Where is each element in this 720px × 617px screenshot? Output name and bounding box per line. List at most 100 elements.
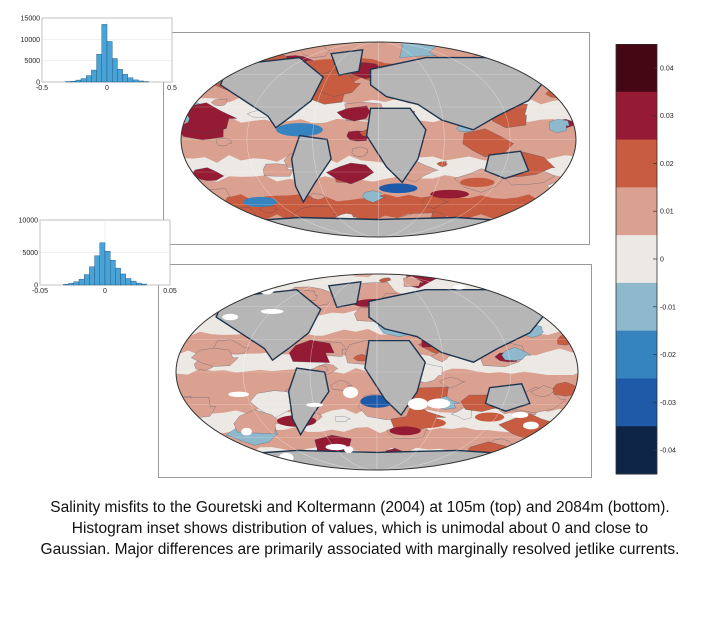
misfit-contour bbox=[540, 64, 572, 83]
strong-misfit bbox=[430, 189, 469, 199]
land-mass bbox=[327, 280, 362, 309]
strong-misfit bbox=[379, 183, 418, 194]
histogram-bar bbox=[89, 266, 95, 286]
misfit-contour bbox=[501, 346, 532, 361]
land-mass bbox=[287, 367, 330, 437]
no-data-region bbox=[342, 386, 359, 399]
histogram-ytick-label: 10000 bbox=[19, 218, 39, 225]
figure-caption: Salinity misfits to the Gouretski and Ko… bbox=[40, 499, 680, 558]
histogram-xtick-label: 0.05 bbox=[163, 288, 177, 295]
land-mass bbox=[290, 134, 332, 204]
misfit-contour bbox=[213, 218, 240, 231]
misfit-contour bbox=[403, 275, 425, 287]
misfit-contour bbox=[555, 225, 572, 236]
histogram-bar bbox=[101, 24, 108, 83]
histogram-bar bbox=[78, 278, 85, 286]
misfit-contour bbox=[258, 205, 279, 214]
colorbar-tick-label: 0 bbox=[660, 257, 664, 264]
no-data-region bbox=[407, 398, 428, 410]
misfit-contour bbox=[518, 215, 532, 222]
histogram-bar bbox=[120, 273, 126, 286]
land-mass bbox=[484, 150, 530, 180]
no-data-region bbox=[260, 308, 284, 314]
histogram-bar bbox=[137, 80, 144, 83]
misfit-contour bbox=[325, 162, 375, 185]
histogram-bar bbox=[132, 79, 139, 83]
colorbar-segment bbox=[616, 44, 657, 93]
no-data-region bbox=[426, 398, 451, 409]
colorbar-tick-label: -0.02 bbox=[660, 352, 676, 359]
histogram-xtick-label: 0.5 bbox=[167, 85, 177, 92]
misfit-contour bbox=[439, 377, 465, 389]
histogram-bar bbox=[99, 242, 106, 286]
histogram-bar bbox=[117, 69, 123, 83]
histogram-ytick-label: 15000 bbox=[21, 16, 41, 23]
histogram-bar bbox=[122, 74, 128, 83]
histogram-bar bbox=[109, 260, 116, 286]
misfit-contour bbox=[288, 339, 335, 363]
histogram-bar bbox=[135, 282, 142, 286]
histogram-ytick-label: 5000 bbox=[24, 58, 40, 65]
no-data-region bbox=[514, 277, 531, 288]
histogram-bar bbox=[80, 78, 87, 83]
histogram-xtick-label: 0 bbox=[103, 288, 107, 295]
misfit-contour bbox=[336, 105, 371, 122]
land-mass bbox=[215, 288, 322, 362]
map-field bbox=[176, 274, 578, 470]
no-data-region bbox=[228, 391, 250, 398]
histogram-bar bbox=[91, 69, 97, 83]
misfit-contour bbox=[362, 190, 386, 203]
misfit-contour bbox=[497, 42, 547, 57]
map-field bbox=[181, 42, 576, 237]
strong-misfit bbox=[459, 177, 495, 188]
map-outline bbox=[180, 41, 577, 238]
histogram-bar bbox=[106, 41, 113, 83]
misfit-contour bbox=[176, 397, 217, 419]
histogram-bar bbox=[104, 251, 111, 286]
histogram-bar bbox=[94, 255, 100, 286]
colorbar-segment bbox=[616, 235, 657, 284]
histogram-ytick-label: 0 bbox=[36, 80, 40, 87]
map-outline bbox=[175, 273, 579, 471]
strong-misfit bbox=[404, 417, 446, 429]
histogram-bar bbox=[70, 80, 76, 83]
colorbar-tick-label: 0.03 bbox=[660, 113, 674, 120]
misfit-contour bbox=[549, 118, 570, 134]
top-salinity-map bbox=[180, 41, 577, 238]
histogram-bar bbox=[141, 283, 147, 286]
misfit-contour bbox=[531, 461, 555, 470]
misfit-contour bbox=[204, 447, 238, 465]
colorbar-tick-label: -0.03 bbox=[660, 400, 676, 407]
land-mass bbox=[219, 56, 325, 129]
colorbar-segment bbox=[616, 426, 657, 475]
colorbar-tick-label: 0.02 bbox=[660, 161, 674, 168]
histogram-bar bbox=[68, 283, 74, 286]
land-mass bbox=[365, 107, 427, 184]
strong-misfit bbox=[474, 412, 505, 422]
misfit-contour bbox=[215, 138, 233, 147]
histogram-bar bbox=[73, 281, 80, 286]
histogram-bar bbox=[63, 284, 69, 286]
histogram-ytick-label: 0 bbox=[34, 283, 38, 290]
histogram-bar bbox=[75, 79, 82, 83]
histogram-bar bbox=[96, 54, 102, 83]
colorbar-tick-label: -0.01 bbox=[660, 304, 676, 311]
misfit-contour bbox=[309, 193, 327, 201]
misfit-band bbox=[181, 194, 576, 221]
misfit-contour bbox=[185, 188, 231, 209]
misfit-contour bbox=[210, 98, 228, 107]
strong-misfit bbox=[243, 196, 277, 207]
histogram-bar bbox=[130, 280, 137, 286]
misfit-contour bbox=[334, 415, 351, 422]
misfit-contour bbox=[436, 161, 449, 168]
misfit-contour bbox=[421, 194, 449, 209]
histogram-bar bbox=[111, 58, 118, 83]
no-data-region bbox=[241, 427, 253, 436]
histogram-bar bbox=[125, 278, 132, 286]
misfit-contour bbox=[535, 202, 556, 212]
top-map-frame bbox=[163, 32, 590, 245]
land-mass bbox=[330, 48, 364, 77]
colorbar-segment bbox=[616, 330, 657, 379]
